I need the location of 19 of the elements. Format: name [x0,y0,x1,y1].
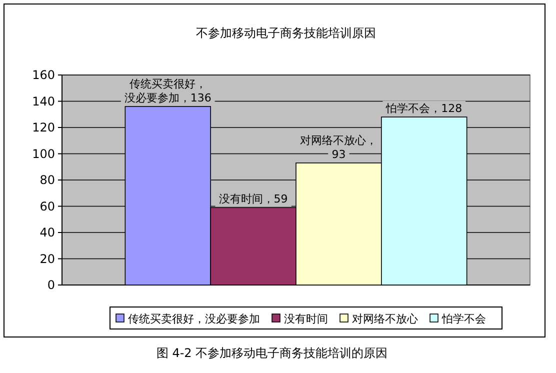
data-label: 没有时间，59 [218,192,288,206]
caption: 图 4-2 不参加移动电子商务技能培训的原因 [156,346,388,360]
y-tick-label: 140 [32,94,55,108]
y-tick-label: 80 [40,173,55,188]
y-tick-label: 20 [40,252,55,266]
y-tick-label: 100 [32,146,55,161]
legend-label: 没有时间 [284,312,328,326]
y-tick-label: 120 [32,120,55,135]
legend-label: 传统买卖很好，没必要参加 [128,312,260,326]
y-tick-label: 60 [40,199,55,214]
y-tick-label: 0 [47,278,55,292]
data-label: 对网络不放心，93 [300,134,378,161]
data-label: 怕学不会，128 [385,102,462,115]
legend-label: 怕学不会 [441,312,486,326]
y-tick-label: 40 [40,226,55,240]
y-tick-label: 160 [32,68,55,82]
data-label: 传统买卖很好，没必要参加，136 [124,78,212,104]
legend-label: 对网络不放心 [352,312,418,326]
chart-title: 不参加移动电子商务技能培训原因 [196,26,376,40]
